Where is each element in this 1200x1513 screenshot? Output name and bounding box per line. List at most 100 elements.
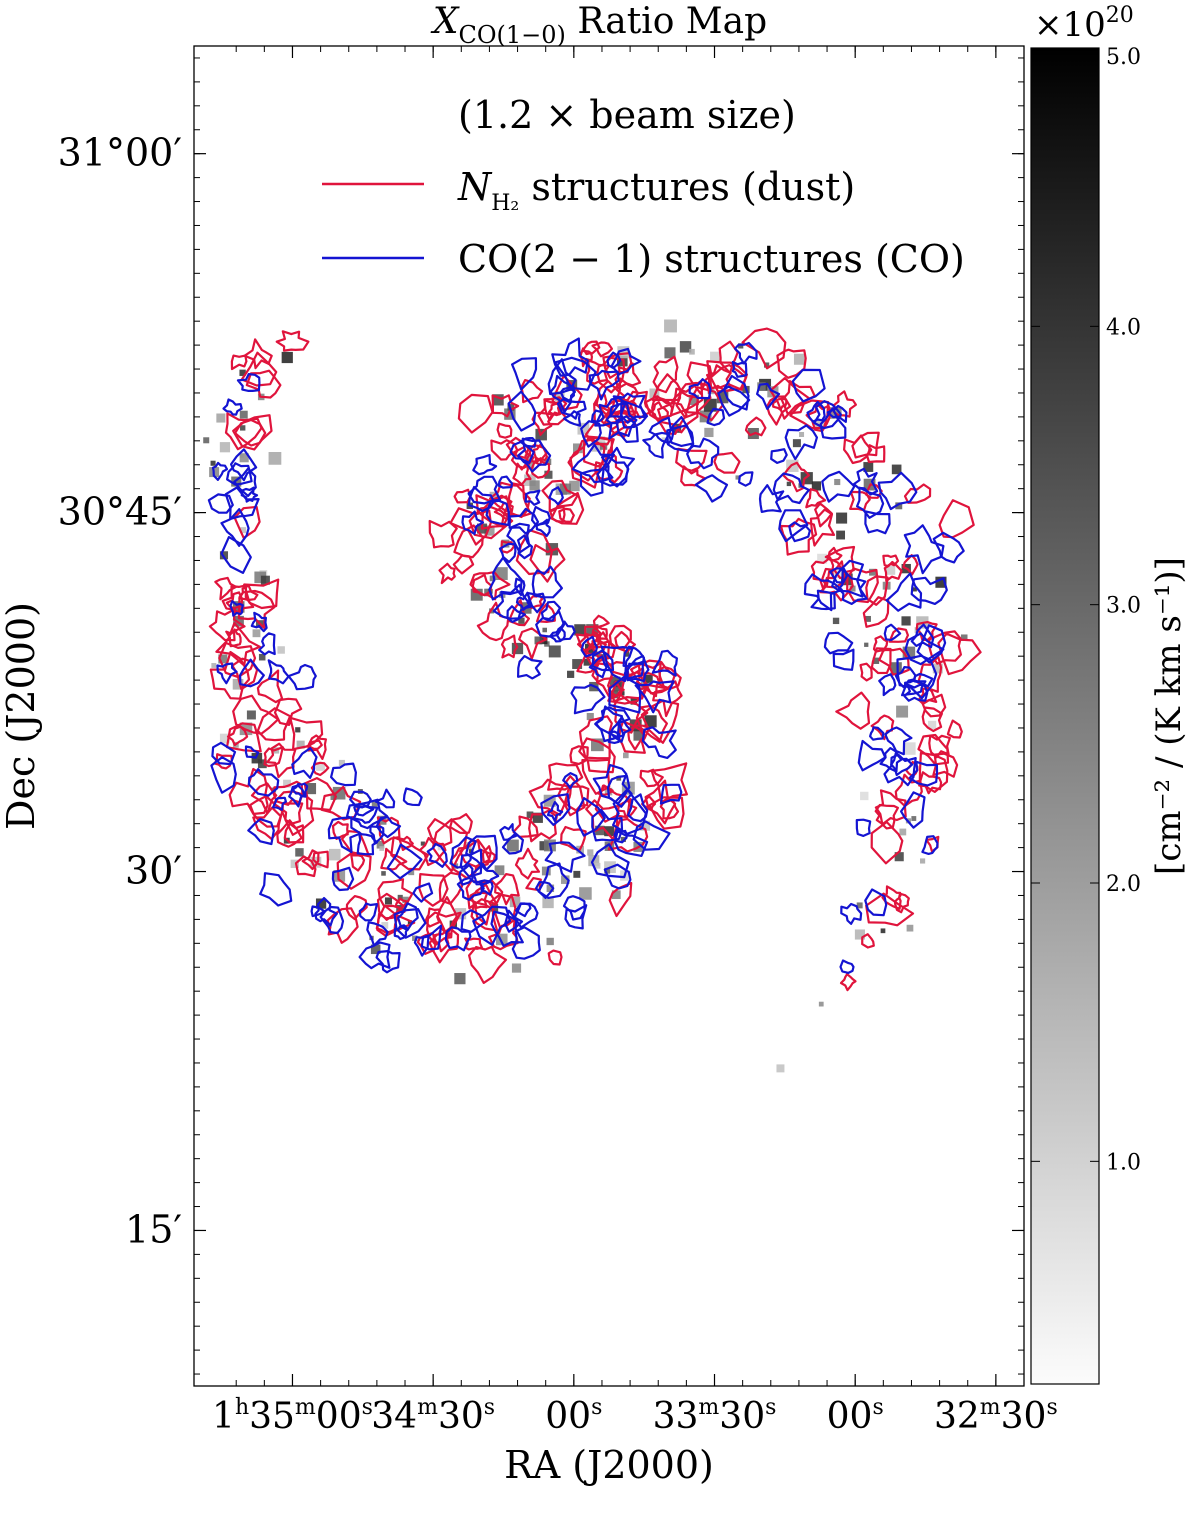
co-structure-contour <box>519 437 537 448</box>
ratio-pixel <box>561 875 570 884</box>
dust-structure-contour <box>657 390 699 434</box>
co-structure-contour <box>331 866 355 892</box>
dust-structure-contour <box>518 627 548 660</box>
ratio-pixel <box>252 629 261 638</box>
co-structure-contour <box>488 556 523 601</box>
ratio-pixel <box>776 1064 785 1073</box>
co-structure-contour <box>840 902 863 925</box>
ratio-pixel <box>239 410 248 419</box>
co-structure-contour <box>375 950 401 974</box>
dust-structure-contour <box>652 355 679 394</box>
ratio-pixel <box>664 319 677 333</box>
co-structure-contour <box>615 415 639 443</box>
dust-structure-contour <box>862 596 890 628</box>
dust-structure-contour <box>832 390 857 418</box>
ratio-pixel <box>240 527 247 534</box>
dust-structure-contour <box>558 507 575 523</box>
ratio-pixel <box>277 646 285 654</box>
co-structure-contour <box>458 863 474 886</box>
ratio-pixel <box>239 369 246 376</box>
co-structure-contour <box>883 623 902 642</box>
co-structure-contour <box>806 400 826 423</box>
ratio-pixel <box>583 658 591 666</box>
co-structure-contour <box>623 660 644 680</box>
x-tick-label: 32m30s <box>934 1395 1058 1437</box>
ratio-pixel <box>454 973 466 985</box>
co-structure-contour <box>856 486 885 519</box>
ratio-pixel <box>437 844 444 851</box>
co-structure-contour <box>717 385 751 417</box>
y-tick-label: 30°45′ <box>58 490 182 534</box>
ratio-pixel <box>863 462 874 472</box>
co-structure-contour <box>402 787 423 807</box>
ratio-pixel <box>869 568 876 576</box>
co-structure-contour <box>551 337 589 377</box>
dust-structure-contour <box>500 634 519 659</box>
dust-structure-contour <box>549 506 566 523</box>
y-tick-label: 15′ <box>125 1207 182 1251</box>
ratio-pixel <box>764 362 770 368</box>
ratio-pixel <box>381 871 386 876</box>
dust-structure-contour <box>418 873 449 907</box>
dust-structure-contour <box>902 554 919 576</box>
ratio-pixel <box>316 761 325 771</box>
ratio-pixel <box>232 678 244 690</box>
dust-structure-contour <box>888 627 909 643</box>
ratio-pixel <box>864 642 869 647</box>
ratio-pixel <box>397 894 403 900</box>
dust-structure-contour <box>424 907 442 928</box>
co-structure-contour <box>908 760 939 787</box>
ratio-pixel <box>880 928 886 934</box>
co-structure-contour <box>247 768 280 797</box>
co-structure-contour <box>353 802 375 817</box>
ratio-pixel <box>295 727 301 733</box>
ratio-pixel <box>494 865 505 876</box>
dust-structure-contour <box>718 340 739 375</box>
dust-structure-contour <box>266 742 297 779</box>
ratio-pixel <box>384 897 392 905</box>
co-structure-contour <box>831 559 864 598</box>
ratio-pixel <box>587 849 594 856</box>
co-structure-contour <box>467 485 495 513</box>
ratio-pixel <box>524 474 536 486</box>
ratio-pixel <box>836 512 848 524</box>
co-structure-contour <box>247 818 275 846</box>
dust-structure-contour <box>675 447 708 472</box>
dust-structure-contour <box>240 351 278 387</box>
co-structure-contour <box>540 600 562 622</box>
co-structure-contour <box>648 416 675 445</box>
co-structure-contour <box>627 793 649 823</box>
co-structure-contour <box>667 416 695 447</box>
co-structure-contour <box>375 816 402 839</box>
ratio-pixel <box>370 944 381 955</box>
ratio-pixel <box>616 355 628 367</box>
ratio-pixel <box>620 691 625 696</box>
co-structure-contour <box>233 467 257 497</box>
co-structure-contour <box>314 897 338 927</box>
dust-structure-contour <box>874 803 899 830</box>
ratio-pixel <box>856 902 863 909</box>
dust-structure-contour <box>872 635 889 653</box>
ratio-pixel <box>735 475 740 480</box>
ratio-pixel <box>283 779 291 788</box>
ratio-pixel <box>896 705 909 718</box>
co-structure-contour <box>738 471 754 487</box>
ratio-pixel <box>786 481 792 487</box>
dust-structure-contour <box>221 584 255 614</box>
colorbar-exponent: ×1020 <box>1034 3 1134 45</box>
x-tick-label: 33m30s <box>653 1395 777 1437</box>
co-structure-contour <box>517 655 543 680</box>
dust-structure-contour <box>520 379 544 404</box>
x-axis-label: RA (J2000) <box>504 1443 714 1487</box>
co-structure-contour <box>366 921 389 947</box>
ratio-pixel <box>449 920 457 928</box>
co-structure-contour <box>607 730 621 744</box>
dust-structure-contour <box>529 544 566 583</box>
co-structure-contour <box>688 378 712 400</box>
ratio-pixel <box>836 530 846 540</box>
colorbar-tick-label: 5.0 <box>1106 45 1141 70</box>
dust-structure-contour <box>438 562 456 585</box>
dust-structure-contour <box>232 694 280 735</box>
ratio-pixel <box>504 408 516 420</box>
co-structure-contour <box>570 683 606 715</box>
